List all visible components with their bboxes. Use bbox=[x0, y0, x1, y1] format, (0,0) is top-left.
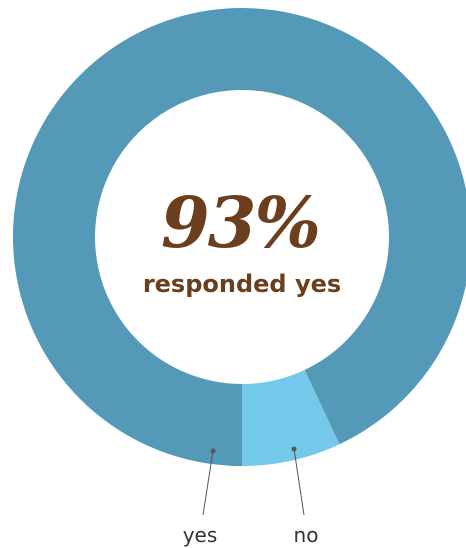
slice-label-yes: yes bbox=[183, 523, 218, 547]
center-value: 93% bbox=[161, 181, 319, 264]
leader-line-yes bbox=[202, 450, 214, 516]
leader-dot-no bbox=[291, 446, 297, 452]
leader-line-no bbox=[293, 448, 305, 516]
slices bbox=[13, 8, 466, 466]
slice-label-no: no bbox=[294, 523, 319, 547]
center-label: responded yes bbox=[143, 270, 341, 298]
leader-dot-yes bbox=[210, 448, 216, 454]
slice-yes bbox=[13, 8, 466, 466]
leader-lines bbox=[202, 446, 305, 516]
slice-no bbox=[242, 370, 340, 466]
